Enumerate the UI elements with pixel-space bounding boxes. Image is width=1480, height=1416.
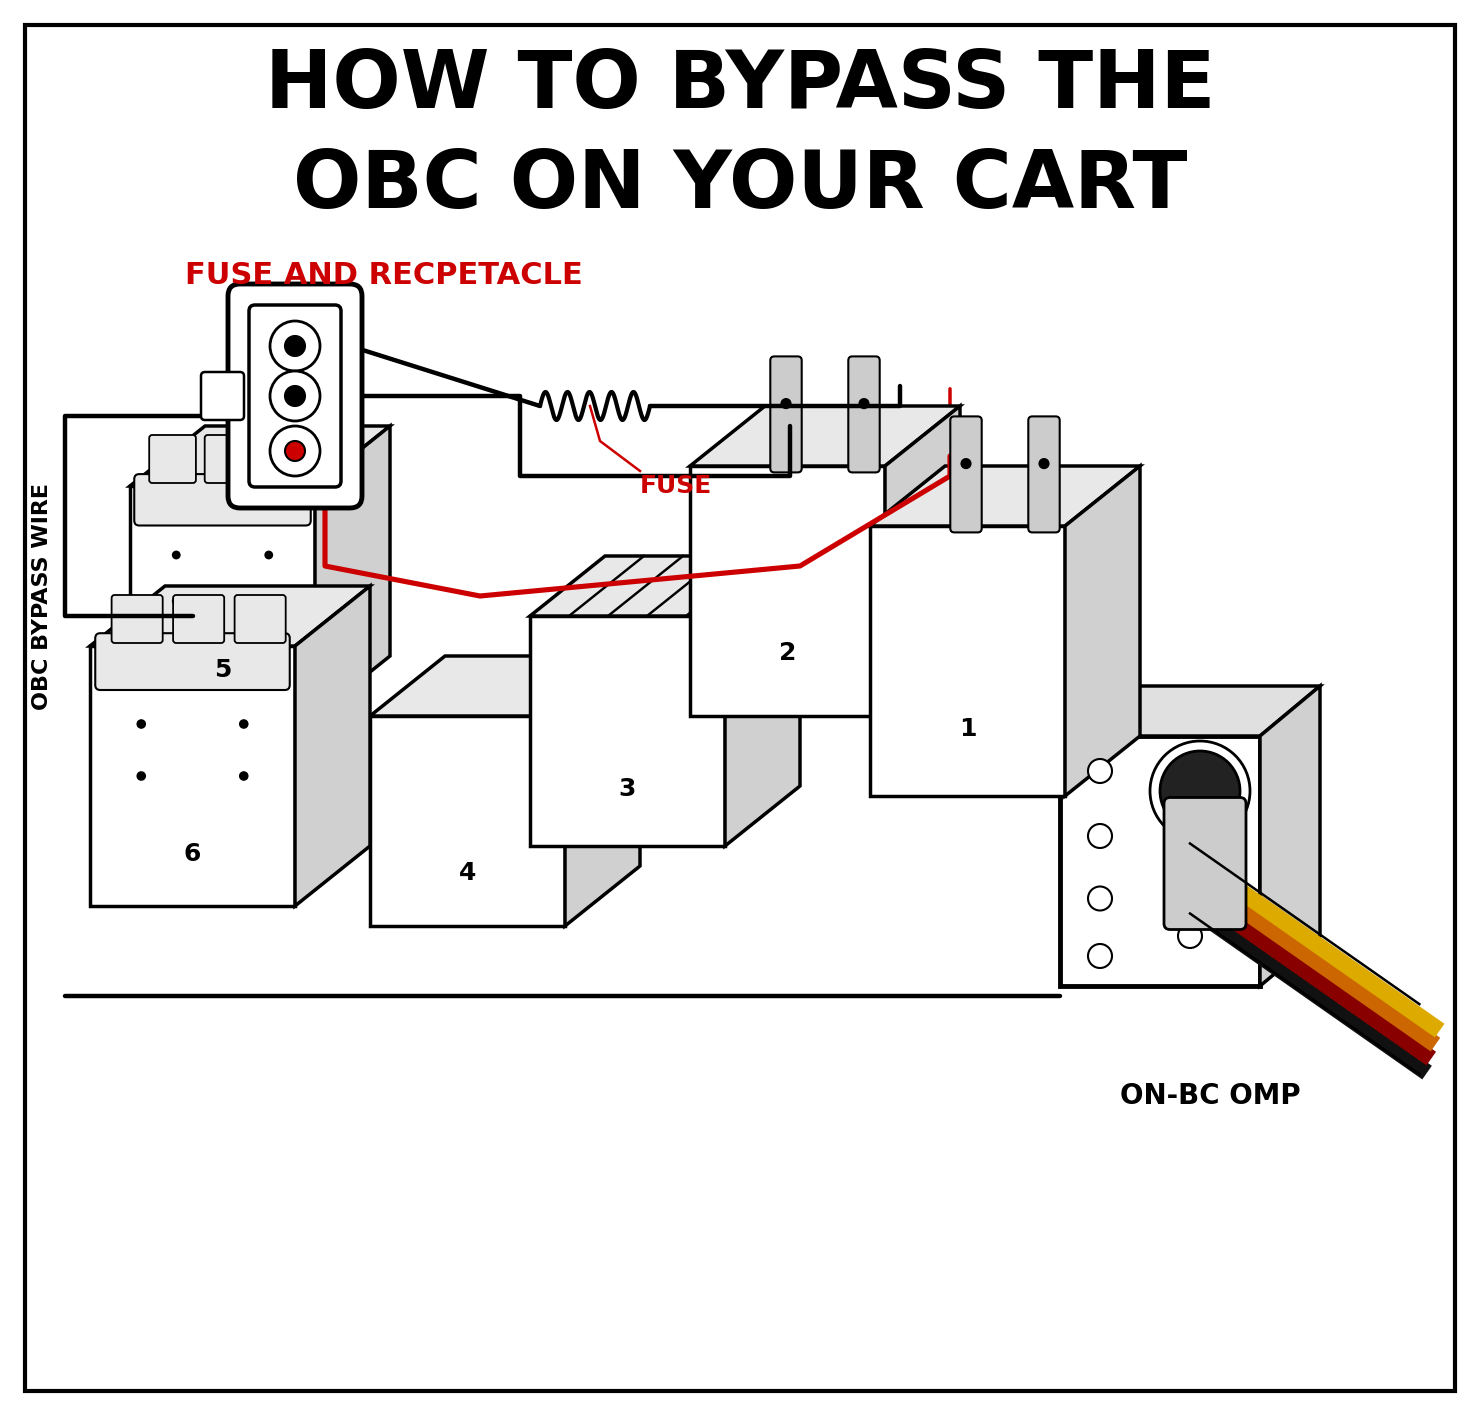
FancyBboxPatch shape (1163, 797, 1246, 929)
Polygon shape (130, 426, 391, 486)
Text: HOW TO BYPASS THE: HOW TO BYPASS THE (265, 47, 1215, 125)
Polygon shape (90, 646, 295, 906)
Circle shape (173, 598, 181, 605)
Circle shape (286, 440, 305, 462)
Circle shape (240, 719, 247, 728)
Polygon shape (1060, 685, 1320, 736)
Polygon shape (1066, 466, 1140, 796)
Circle shape (269, 321, 320, 371)
Polygon shape (370, 656, 639, 716)
Text: FUSE: FUSE (639, 474, 712, 498)
Text: ON-BC OMP: ON-BC OMP (1120, 1082, 1301, 1110)
Circle shape (173, 551, 181, 559)
FancyBboxPatch shape (235, 595, 286, 643)
Text: OBC BYPASS WIRE: OBC BYPASS WIRE (33, 483, 52, 709)
FancyBboxPatch shape (149, 435, 195, 483)
FancyBboxPatch shape (1029, 416, 1060, 532)
Circle shape (138, 772, 145, 780)
Circle shape (1088, 759, 1111, 783)
Circle shape (1160, 750, 1240, 831)
Text: 4: 4 (459, 861, 477, 885)
Polygon shape (315, 426, 391, 716)
Polygon shape (690, 466, 885, 716)
Polygon shape (725, 556, 801, 845)
Circle shape (240, 772, 247, 780)
Text: 1: 1 (959, 716, 977, 741)
Text: 2: 2 (778, 641, 796, 666)
FancyBboxPatch shape (173, 595, 223, 643)
Text: 5: 5 (213, 658, 231, 683)
Circle shape (1178, 874, 1202, 898)
Polygon shape (1060, 736, 1259, 986)
FancyBboxPatch shape (950, 416, 981, 532)
Text: FUSE AND RECPETACLE: FUSE AND RECPETACLE (185, 262, 583, 290)
Circle shape (1039, 459, 1049, 469)
FancyBboxPatch shape (228, 285, 363, 508)
Circle shape (1088, 824, 1111, 848)
Text: 3: 3 (619, 776, 636, 800)
Polygon shape (870, 466, 1140, 525)
Polygon shape (1259, 685, 1320, 986)
Circle shape (1088, 886, 1111, 910)
Circle shape (138, 719, 145, 728)
Circle shape (286, 387, 305, 406)
Polygon shape (530, 616, 725, 845)
FancyBboxPatch shape (260, 435, 306, 483)
FancyBboxPatch shape (95, 633, 290, 690)
FancyBboxPatch shape (848, 357, 879, 473)
Polygon shape (370, 716, 565, 926)
Circle shape (269, 371, 320, 421)
Polygon shape (565, 656, 639, 926)
Circle shape (858, 399, 869, 408)
Circle shape (961, 459, 971, 469)
FancyBboxPatch shape (201, 372, 244, 421)
Circle shape (286, 336, 305, 355)
Circle shape (265, 598, 272, 605)
Polygon shape (690, 406, 961, 466)
FancyBboxPatch shape (249, 304, 340, 487)
Polygon shape (530, 556, 801, 616)
FancyBboxPatch shape (770, 357, 802, 473)
Circle shape (1088, 944, 1111, 969)
Text: OBC ON YOUR CART: OBC ON YOUR CART (293, 147, 1187, 225)
Polygon shape (130, 486, 315, 716)
Circle shape (269, 426, 320, 476)
FancyBboxPatch shape (135, 474, 311, 525)
Polygon shape (295, 586, 370, 906)
Polygon shape (90, 586, 370, 646)
Text: 6: 6 (184, 843, 201, 867)
Circle shape (1178, 925, 1202, 947)
FancyBboxPatch shape (111, 595, 163, 643)
Polygon shape (885, 406, 961, 716)
FancyBboxPatch shape (204, 435, 252, 483)
Polygon shape (870, 525, 1066, 796)
Circle shape (781, 399, 790, 408)
Circle shape (265, 551, 272, 559)
